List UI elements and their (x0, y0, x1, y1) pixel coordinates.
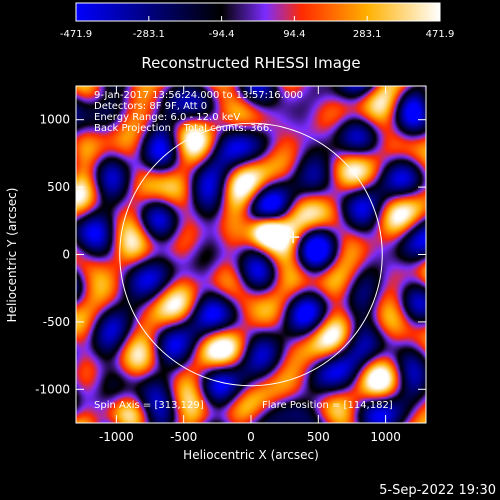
colorbar-tick-label: -94.4 (209, 29, 235, 40)
colorbar: -471.9 -283.1 -94.4 94.4 283.1 471.9 (60, 2, 454, 40)
annotation-method-counts: Back Projection Total counts: 366. (94, 123, 272, 134)
colorbar-tick-label: -471.9 (60, 29, 92, 40)
x-axis-tick-label: 500 (307, 430, 330, 444)
chart-title: Reconstructed RHESSI Image (141, 54, 360, 72)
annotation-spin-axis: Spin Axis = [313,129] (94, 400, 204, 411)
y-axis-tick-label: -500 (43, 315, 70, 329)
colorbar-strip (75, 2, 441, 22)
plot-area (76, 86, 426, 423)
colorbar-tick-label: 471.9 (426, 29, 455, 40)
x-axis-tick-label: 1000 (370, 430, 401, 444)
footer-date-time: 5-Sep-2022 19:30 (379, 483, 496, 498)
colorbar-tick-label: 283.1 (353, 29, 382, 40)
x-axis-tick-label: 0 (247, 430, 255, 444)
annotation-flare-position: Flare Position = [114,182] (262, 400, 393, 411)
y-axis: -1000 -500 0 500 1000 (35, 113, 426, 396)
x-axis-tick-label: -500 (170, 430, 197, 444)
heatmap-image (76, 86, 426, 423)
y-axis-tick-label: 500 (47, 180, 70, 194)
colorbar-tick-label: 94.4 (283, 29, 305, 40)
y-axis-tick-label: 0 (62, 248, 70, 262)
annotation-energy-range: Energy Range: 6.0 - 12.0 keV (94, 112, 240, 123)
x-axis: -1000 -500 0 500 1000 (99, 86, 401, 444)
annotation-detectors: Detectors: 8F 9F, Att 0 (94, 101, 207, 112)
colorbar-tick-label: -283.1 (133, 29, 165, 40)
y-axis-tick-label: 1000 (39, 113, 70, 127)
y-axis-label: Heliocentric Y (arcsec) (5, 188, 19, 323)
x-axis-tick-label: -1000 (99, 430, 134, 444)
colorbar-ticks: -471.9 -283.1 -94.4 94.4 283.1 471.9 (60, 16, 454, 40)
solar-limb-circle (119, 122, 383, 387)
x-axis-label: Heliocentric X (arcsec) (183, 448, 319, 462)
y-axis-tick-label: -1000 (35, 382, 70, 396)
flare-marker (287, 231, 300, 244)
annotation-time-range: 9-Jan-2017 13:56:24.000 to 13:57:16.000 (94, 90, 303, 101)
